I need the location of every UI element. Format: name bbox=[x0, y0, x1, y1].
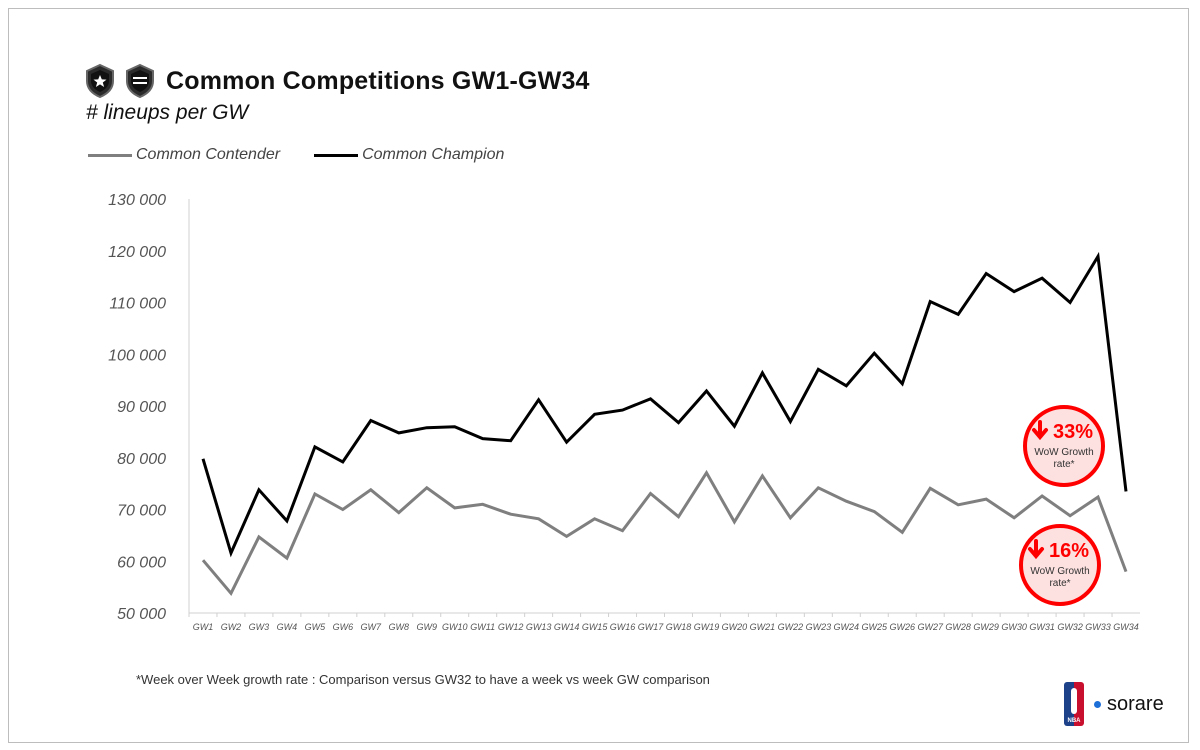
x-tick-label: GW23 bbox=[806, 622, 832, 632]
x-tick-label: GW10 bbox=[442, 622, 468, 632]
x-tick-label: GW13 bbox=[526, 622, 552, 632]
x-tick-label: GW2 bbox=[221, 622, 242, 632]
x-tick-label: GW14 bbox=[554, 622, 580, 632]
series-line-champion bbox=[201, 251, 1128, 558]
nba-logo: NBA bbox=[1064, 682, 1084, 726]
growth-label-line2: rate* bbox=[1049, 578, 1070, 589]
x-tick-label: GW30 bbox=[1001, 622, 1027, 632]
y-tick-label: 50 000 bbox=[117, 606, 166, 623]
legend-line-contender bbox=[88, 153, 132, 157]
y-tick-label: 130 000 bbox=[108, 192, 166, 209]
growth-label-line1: WoW Growth bbox=[1034, 447, 1093, 458]
legend-item-champion: Common Champion bbox=[314, 146, 504, 164]
brand-name: sorare bbox=[1107, 692, 1164, 715]
title-row: Common Competitions GW1-GW34 bbox=[82, 62, 590, 100]
x-tick-label: GW16 bbox=[610, 622, 636, 632]
x-tick-label: GW26 bbox=[889, 622, 915, 632]
x-tick-label: GW6 bbox=[333, 622, 354, 632]
x-tick-label: GW22 bbox=[778, 622, 804, 632]
y-tick-label: 90 000 bbox=[117, 399, 166, 416]
y-tick-label: 80 000 bbox=[117, 451, 166, 468]
y-tick-label: 60 000 bbox=[117, 554, 166, 571]
x-tick-label: GW34 bbox=[1113, 622, 1139, 632]
legend-label-champion: Common Champion bbox=[362, 146, 505, 163]
x-tick-label: GW31 bbox=[1029, 622, 1055, 632]
x-tick-label: GW28 bbox=[945, 622, 971, 632]
chart-legend: Common Contender Common Champion bbox=[88, 146, 538, 164]
y-tick-label: 70 000 bbox=[117, 503, 166, 520]
x-tick-label: GW19 bbox=[694, 622, 720, 632]
growth-label-line2: rate* bbox=[1053, 459, 1074, 470]
arrow-down-icon bbox=[1028, 539, 1044, 560]
x-tick-label: GW9 bbox=[416, 622, 437, 632]
growth-label-line1: WoW Growth bbox=[1030, 566, 1089, 577]
x-tick-label: GW7 bbox=[361, 622, 382, 632]
y-tick-label: 120 000 bbox=[108, 244, 166, 261]
y-tick-label: 100 000 bbox=[108, 347, 166, 364]
x-tick-label: GW25 bbox=[862, 622, 889, 632]
legend-line-champion bbox=[314, 153, 359, 157]
x-tick-label: GW21 bbox=[750, 622, 776, 632]
arrow-down-icon bbox=[1032, 420, 1048, 441]
legend-item-contender: Common Contender bbox=[88, 146, 280, 164]
x-tick-label: GW1 bbox=[193, 622, 214, 632]
brand-block: NBA sorare bbox=[1064, 682, 1164, 726]
x-tick-label: GW32 bbox=[1057, 622, 1083, 632]
x-tick-label: GW11 bbox=[470, 622, 495, 632]
chart-frame bbox=[8, 8, 1189, 743]
x-tick-label: GW5 bbox=[305, 622, 326, 632]
growth-badge-champion bbox=[1023, 405, 1105, 487]
growth-value-champion: 33% bbox=[1053, 421, 1093, 443]
x-tick-label: GW18 bbox=[666, 622, 692, 632]
growth-value-contender: 16% bbox=[1049, 540, 1089, 562]
x-tick-label: GW3 bbox=[249, 622, 270, 632]
legend-label-contender: Common Contender bbox=[136, 146, 281, 163]
x-tick-label: GW4 bbox=[277, 622, 298, 632]
series-line-contender bbox=[201, 469, 1128, 597]
x-tick-label: GW8 bbox=[389, 622, 410, 632]
x-tick-label: GW27 bbox=[917, 622, 944, 632]
x-tick-label: GW29 bbox=[973, 622, 999, 632]
x-tick-label: GW20 bbox=[722, 622, 748, 632]
x-tick-label: GW15 bbox=[582, 622, 609, 632]
page-title: Common Competitions GW1-GW34 bbox=[166, 66, 590, 95]
growth-badge-contender bbox=[1019, 524, 1101, 606]
y-tick-label: 110 000 bbox=[109, 296, 166, 313]
x-tick-label: GW12 bbox=[498, 622, 524, 632]
x-tick-label: GW17 bbox=[638, 622, 665, 632]
sorare-dot-icon bbox=[1094, 700, 1101, 708]
x-tick-label: GW24 bbox=[834, 622, 860, 632]
x-tick-label: GW33 bbox=[1085, 622, 1111, 632]
mvp-shield-icon bbox=[126, 63, 154, 99]
page-subtitle: # lineups per GW bbox=[86, 101, 249, 124]
footnote: *Week over Week growth rate : Comparison… bbox=[136, 672, 710, 687]
star-shield-icon bbox=[86, 63, 114, 99]
